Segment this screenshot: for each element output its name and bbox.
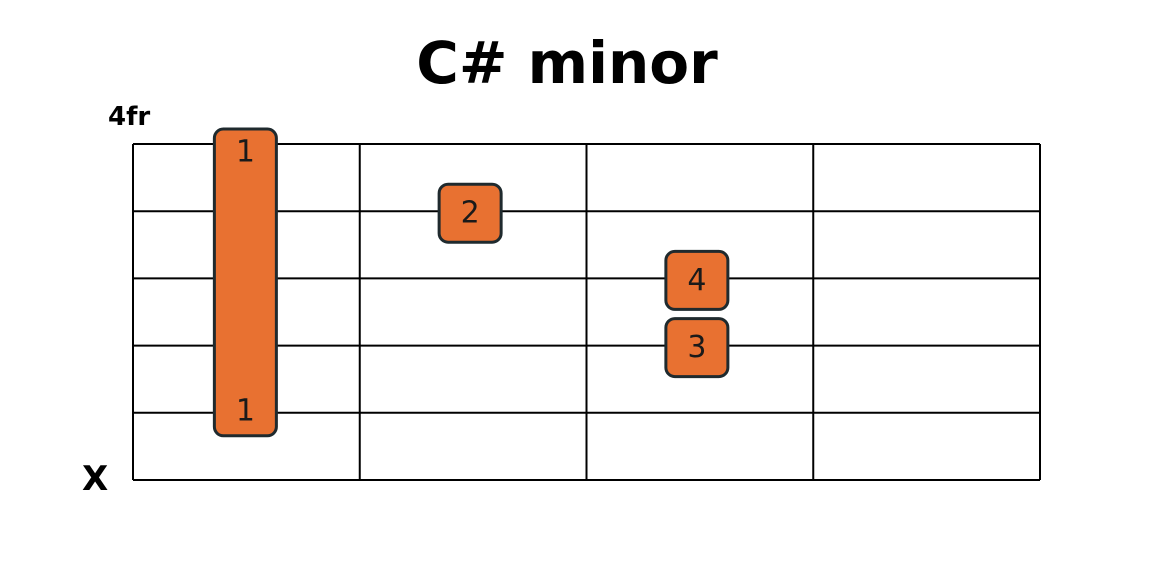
finger-number: 1	[236, 135, 255, 170]
finger-dot	[664, 317, 730, 379]
finger-dot	[664, 249, 730, 311]
finger-number: 3	[687, 330, 706, 365]
chord-title: C# minor	[416, 29, 718, 97]
fret-position-label: 4fr	[108, 102, 151, 132]
finger-number: 1	[236, 393, 255, 428]
barre-marker	[212, 127, 278, 438]
finger-number: 4	[687, 263, 706, 298]
finger-number: 2	[461, 196, 480, 231]
muted-string-marker: X	[82, 459, 109, 499]
finger-dot	[437, 182, 503, 244]
